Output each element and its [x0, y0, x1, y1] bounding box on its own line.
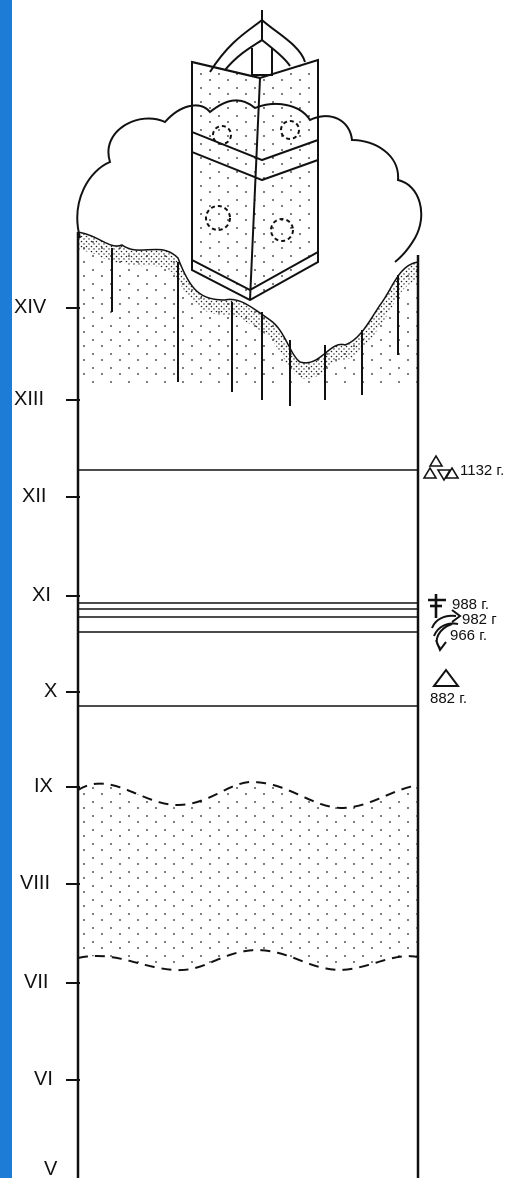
- event-year-966: 966 г.: [450, 627, 488, 644]
- century-ticks: [66, 307, 80, 1081]
- century-label-v: V: [44, 1158, 58, 1180]
- century-label-xii: XII: [22, 485, 47, 507]
- pile-lines: [111, 248, 399, 406]
- century-label-xiii: XIII: [14, 388, 45, 410]
- arrow-icon: [435, 623, 453, 653]
- century-label-vi: VI: [34, 1068, 53, 1090]
- arrow-icon: [431, 609, 462, 637]
- tower-illustration: [191, 10, 319, 302]
- sandy-deposit-band: [78, 232, 418, 380]
- century-label-xiv: XIV: [14, 296, 47, 318]
- triangle-cluster-icon: [422, 454, 460, 482]
- triangle-icon: [432, 668, 460, 687]
- sand-lens: [78, 781, 418, 971]
- cross-icon: [428, 594, 446, 618]
- century-label-xi: XI: [32, 584, 51, 606]
- event-year-988: 988 г.: [452, 596, 490, 613]
- century-label-vii: VII: [24, 971, 49, 993]
- century-label-x: X: [44, 680, 58, 702]
- left-accent-bar: [0, 0, 12, 1178]
- event-year-1132: 1132 г.: [460, 462, 505, 479]
- century-label-ix: IX: [34, 775, 53, 797]
- event-year-982: 982 г: [462, 611, 497, 628]
- century-label-viii: VIII: [20, 872, 51, 894]
- event-year-882: 882 г.: [430, 690, 468, 707]
- dashed-boundary-lower: [77, 948, 419, 972]
- layer-boundaries: [78, 469, 418, 707]
